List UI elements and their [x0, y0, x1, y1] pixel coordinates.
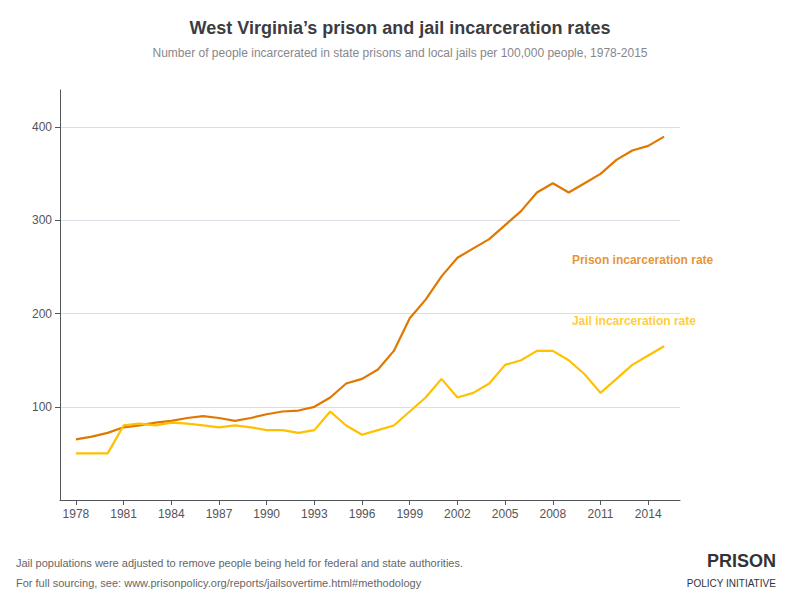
svg-text:West Virginia’s prison and jai: West Virginia’s prison and jail incarcer… [190, 18, 611, 38]
svg-text:1999: 1999 [396, 507, 423, 521]
svg-text:100: 100 [32, 400, 52, 414]
svg-text:Number of people incarcerated: Number of people incarcerated in state p… [153, 46, 648, 60]
svg-text:1981: 1981 [110, 507, 137, 521]
svg-text:300: 300 [32, 213, 52, 227]
svg-text:1990: 1990 [253, 507, 280, 521]
svg-text:For full sourcing, see: www.pr: For full sourcing, see: www.prisonpolicy… [16, 577, 422, 589]
svg-text:2014: 2014 [635, 507, 662, 521]
svg-text:1984: 1984 [158, 507, 185, 521]
svg-text:1993: 1993 [301, 507, 328, 521]
svg-text:2008: 2008 [539, 507, 566, 521]
svg-text:2011: 2011 [588, 507, 614, 521]
svg-text:Jail populations were adjusted: Jail populations were adjusted to remove… [16, 557, 463, 569]
svg-text:1987: 1987 [206, 507, 233, 521]
svg-text:Jail incarceration rate: Jail incarceration rate [572, 314, 696, 328]
svg-text:200: 200 [32, 307, 52, 321]
svg-text:2005: 2005 [492, 507, 519, 521]
svg-text:400: 400 [32, 120, 52, 134]
svg-text:POLICY INITIATIVE: POLICY INITIATIVE [687, 578, 776, 589]
svg-text:1978: 1978 [63, 507, 90, 521]
svg-text:2002: 2002 [444, 507, 471, 521]
svg-text:PRISON: PRISON [707, 551, 776, 571]
svg-text:Prison incarceration rate: Prison incarceration rate [572, 253, 714, 267]
svg-text:1996: 1996 [349, 507, 376, 521]
